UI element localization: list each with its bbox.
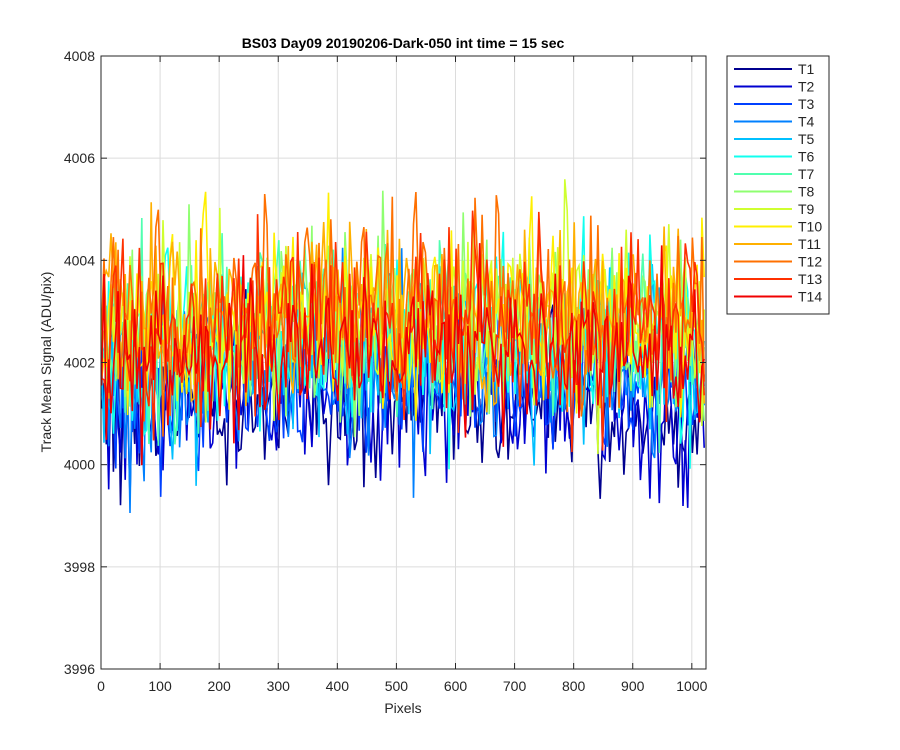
legend-label-T12: T12 (798, 254, 822, 270)
legend-label-T14: T14 (798, 289, 822, 305)
y-tick-label: 4002 (64, 355, 95, 371)
legend-label-T1: T1 (798, 61, 815, 77)
legend-label-T5: T5 (798, 131, 815, 147)
y-tick-label: 4000 (64, 457, 95, 473)
legend-label-T7: T7 (798, 166, 815, 182)
legend-label-T11: T11 (798, 236, 821, 252)
x-tick-label: 400 (326, 678, 350, 694)
x-axis-label: Pixels (384, 700, 421, 716)
y-axis-label: Track Mean Signal (ADU/pix) (38, 272, 54, 453)
y-tick-label: 3996 (64, 661, 95, 677)
legend-label-T3: T3 (798, 96, 815, 112)
legend-label-T13: T13 (798, 271, 822, 287)
x-tick-label: 600 (444, 678, 468, 694)
x-tick-label: 200 (207, 678, 231, 694)
x-tick-label: 800 (562, 678, 586, 694)
legend-box (726, 55, 830, 315)
axis-ticks: 0 100 200 300 400 500 600 700 800 900 1000 3996 3998… (64, 48, 708, 694)
y-tick-label: 4004 (64, 252, 95, 268)
series-line-T10 (101, 191, 705, 421)
legend-label-T4: T4 (798, 114, 815, 130)
x-tick-label: 300 (267, 678, 291, 694)
legend-label-T10: T10 (798, 219, 822, 235)
legend-label-T2: T2 (798, 79, 815, 95)
series-line-T13 (101, 210, 705, 453)
series-line-T14 (101, 243, 705, 466)
legend-label-T9: T9 (798, 201, 815, 217)
legend-label-T6: T6 (798, 149, 815, 165)
y-tick-label: 3998 (64, 559, 95, 575)
series-lines (101, 179, 705, 514)
y-tick-label: 4008 (64, 48, 95, 64)
legend-label-T8: T8 (798, 184, 815, 200)
y-tick-label: 4006 (64, 150, 95, 166)
chart-title: BS03 Day09 20190206-Dark-050 int time = … (242, 35, 565, 51)
x-tick-label: 500 (385, 678, 409, 694)
x-tick-label: 900 (621, 678, 645, 694)
x-tick-label: 700 (503, 678, 527, 694)
x-tick-label: 1000 (676, 678, 707, 694)
x-tick-label: 100 (148, 678, 172, 694)
x-tick-label: 0 (97, 678, 105, 694)
